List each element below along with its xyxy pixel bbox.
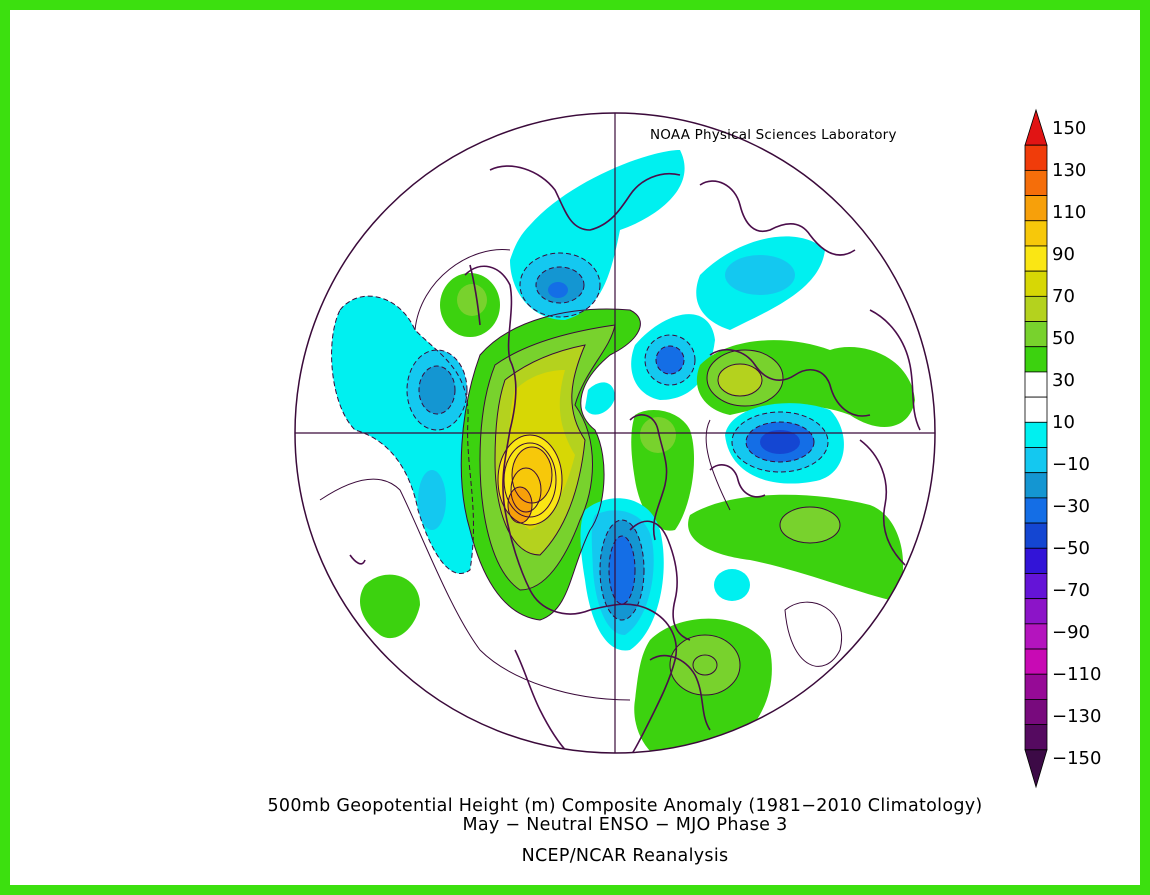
colorbar-label: 90 (1052, 244, 1075, 265)
colorbar-swatch (1024, 270, 1048, 297)
caption-source: NCEP/NCAR Reanalysis (521, 846, 729, 866)
colorbar-swatch (1024, 220, 1048, 247)
colorbar-swatch (1024, 447, 1048, 474)
coastlines (349, 165, 921, 753)
map-boundary-circle (294, 112, 936, 754)
colorbar-swatch (1024, 673, 1048, 700)
colorbar-label: −30 (1052, 496, 1090, 517)
colorbar-swatch (1024, 699, 1048, 726)
anomaly-atlantic-positive (634, 618, 772, 753)
anomaly-pole-positive (631, 410, 695, 531)
colorbar-swatch (1024, 144, 1048, 171)
colorbar-label: −110 (1052, 664, 1101, 685)
colorbar-swatch (1024, 497, 1048, 524)
contour-lines (319, 249, 843, 701)
anomaly-asia-positive (688, 494, 904, 600)
anomaly-pacific-negative (331, 296, 474, 574)
colorbar-swatch (1024, 648, 1048, 675)
colorbar-swatch (1024, 245, 1048, 272)
colorbar-swatch (1024, 598, 1048, 625)
anomaly-alaska-positive (440, 273, 500, 337)
polar-map-figure: 150 130 110 90 70 50 30 10 −10 −30 −50 −70 −90 −110 −1… (294, 108, 1101, 789)
colorbar-label: −50 (1052, 538, 1090, 559)
anomaly-arctic-negative (510, 150, 685, 320)
colorbar-swatch (1024, 749, 1048, 789)
colorbar-label: 10 (1052, 412, 1075, 433)
colorbar-label: 110 (1052, 202, 1086, 223)
colorbar-label: 130 (1052, 160, 1086, 181)
colorbar-swatch (1024, 573, 1048, 600)
caption-title: 500mb Geopotential Height (m) Composite … (267, 796, 983, 816)
colorbar-swatch (1024, 371, 1048, 398)
colorbar-swatch (1024, 396, 1048, 423)
colorbar-swatch (1024, 108, 1048, 146)
map-disk (295, 113, 935, 753)
colorbar-label: −130 (1052, 706, 1101, 727)
colorbar-swatch (1024, 623, 1048, 650)
colorbar-label: 30 (1052, 370, 1075, 391)
colorbar-label: −70 (1052, 580, 1090, 601)
credit-text: NOAA Physical Sciences Laboratory (650, 127, 897, 143)
colorbar: 150 130 110 90 70 50 30 10 −10 −30 −50 −70 −90 −110 −1… (1024, 108, 1101, 789)
colorbar-swatch (1024, 472, 1048, 499)
colorbar-label: −150 (1052, 748, 1101, 769)
anomaly-west-pacific-positive (360, 574, 420, 639)
colorbar-label: −90 (1052, 622, 1090, 643)
colorbar-swatch (1024, 724, 1048, 751)
colorbar-label: 50 (1052, 328, 1075, 349)
colorbar-swatch (1024, 522, 1048, 549)
colorbar-swatch (1024, 421, 1048, 448)
colorbar-swatch (1024, 321, 1048, 348)
caption-subtitle: May − Neutral ENSO − MJO Phase 3 (462, 815, 788, 835)
colorbar-swatch (1024, 346, 1048, 373)
colorbar-label: 70 (1052, 286, 1075, 307)
colorbar-label: −10 (1052, 454, 1090, 475)
colorbar-swatch (1024, 169, 1048, 196)
colorbar-swatch (1024, 547, 1048, 574)
anomaly-greenland-negative (585, 236, 825, 415)
colorbar-label: 150 (1052, 118, 1086, 139)
figure-frame: 150 130 110 90 70 50 30 10 −10 −30 −50 −70 −90 −110 −1… (10, 10, 1140, 885)
colorbar-swatch (1024, 295, 1048, 322)
colorbar-swatch (1024, 195, 1048, 222)
